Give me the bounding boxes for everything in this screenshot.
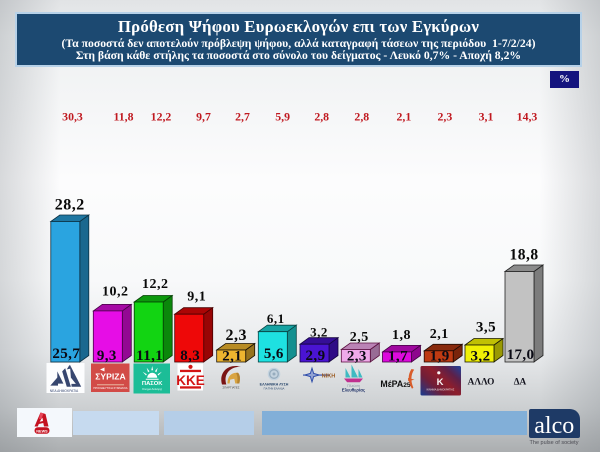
svg-text:3,5: 3,5 (476, 320, 496, 336)
svg-text:ΚΙΝΗΜΑ ΔΗΜΟΚΡΑΤΙΑΣ: ΚΙΝΗΜΑ ΔΗΜΟΚΡΑΤΙΑΣ (427, 389, 455, 392)
svg-text:3,2: 3,2 (310, 325, 328, 340)
svg-text:KKE: KKE (176, 373, 205, 388)
svg-text:Πλεύση: Πλεύση (347, 384, 360, 388)
svg-text:ΔΑ: ΔΑ (514, 377, 527, 387)
svg-text:NEWS: NEWS (36, 429, 48, 433)
svg-text:2,8: 2,8 (354, 109, 369, 123)
svg-text:ΣΠΑΡΤΙΑΤΕΣ: ΣΠΑΡΤΙΑΤΕΣ (223, 386, 240, 390)
svg-text:2,3: 2,3 (225, 327, 247, 344)
svg-text:ΠΡΟΟΔΕΥΤΙΚΗ ΣΥΜΜΑΧΙΑ: ΠΡΟΟΔΕΥΤΙΚΗ ΣΥΜΜΑΧΙΑ (93, 386, 127, 390)
svg-text:2,1: 2,1 (397, 109, 412, 123)
svg-text:Κ: Κ (437, 377, 444, 388)
svg-text:1,9: 1,9 (430, 349, 450, 365)
svg-text:2,1: 2,1 (430, 327, 449, 342)
svg-text:12,2: 12,2 (142, 277, 169, 292)
svg-text:1,7: 1,7 (388, 349, 408, 365)
svg-text:ΣΥΡΙΖΑ: ΣΥΡΙΖΑ (95, 372, 125, 382)
svg-text:2,9: 2,9 (306, 348, 326, 364)
svg-text:2,5: 2,5 (350, 330, 369, 345)
svg-text:ΓΙΑ ΤΗΝ ΕΛΛΑΔΑ: ΓΙΑ ΤΗΝ ΕΛΛΑΔΑ (264, 387, 285, 391)
svg-text:11,8: 11,8 (114, 109, 134, 123)
svg-text:18,8: 18,8 (509, 247, 538, 264)
svg-text:Κινημα Αλλαγης: Κινημα Αλλαγης (142, 387, 162, 391)
svg-text:ΝΕΑ ΔΗΜΟΚΡΑΤΙΑ: ΝΕΑ ΔΗΜΟΚΡΑΤΙΑ (50, 389, 79, 393)
svg-text:ΜέΡΑ25: ΜέΡΑ25 (380, 379, 411, 389)
svg-text:30,3: 30,3 (62, 109, 83, 123)
svg-text:ΕΛΛΗΝΙΚΗ ΛΥΣΗ: ΕΛΛΗΝΙΚΗ ΛΥΣΗ (260, 383, 289, 387)
svg-text:25,7: 25,7 (52, 346, 80, 362)
svg-text:9,7: 9,7 (196, 109, 211, 123)
svg-text:10,2: 10,2 (102, 285, 129, 300)
svg-text:ΑΛΛΟ: ΑΛΛΟ (468, 377, 495, 387)
svg-text:2,8: 2,8 (314, 109, 329, 123)
svg-text:8,3: 8,3 (180, 348, 200, 364)
svg-text:5,9: 5,9 (275, 109, 290, 123)
svg-text:Ελευθερίας: Ελευθερίας (342, 388, 366, 393)
svg-text:11,1: 11,1 (136, 348, 163, 364)
svg-text:2,1: 2,1 (222, 349, 242, 365)
svg-text:3,2: 3,2 (471, 349, 491, 365)
svg-text:6,1: 6,1 (267, 311, 285, 326)
svg-text:ΠΑΣΟΚ: ΠΑΣΟΚ (142, 381, 163, 387)
svg-text:ΝΙΚΗ: ΝΙΚΗ (322, 373, 336, 379)
svg-text:17,0: 17,0 (507, 347, 535, 363)
svg-text:1,8: 1,8 (392, 328, 411, 343)
svg-text:3,1: 3,1 (479, 109, 494, 123)
svg-text:14,3: 14,3 (517, 109, 538, 123)
svg-text:2,3: 2,3 (438, 109, 453, 123)
svg-text:2,7: 2,7 (235, 109, 250, 123)
svg-text:9,3: 9,3 (97, 348, 117, 364)
svg-text:28,2: 28,2 (55, 197, 85, 214)
svg-text:9,1: 9,1 (187, 290, 206, 305)
svg-text:2,3: 2,3 (347, 349, 367, 365)
svg-text:5,6: 5,6 (264, 346, 284, 362)
svg-text:12,2: 12,2 (151, 109, 172, 123)
